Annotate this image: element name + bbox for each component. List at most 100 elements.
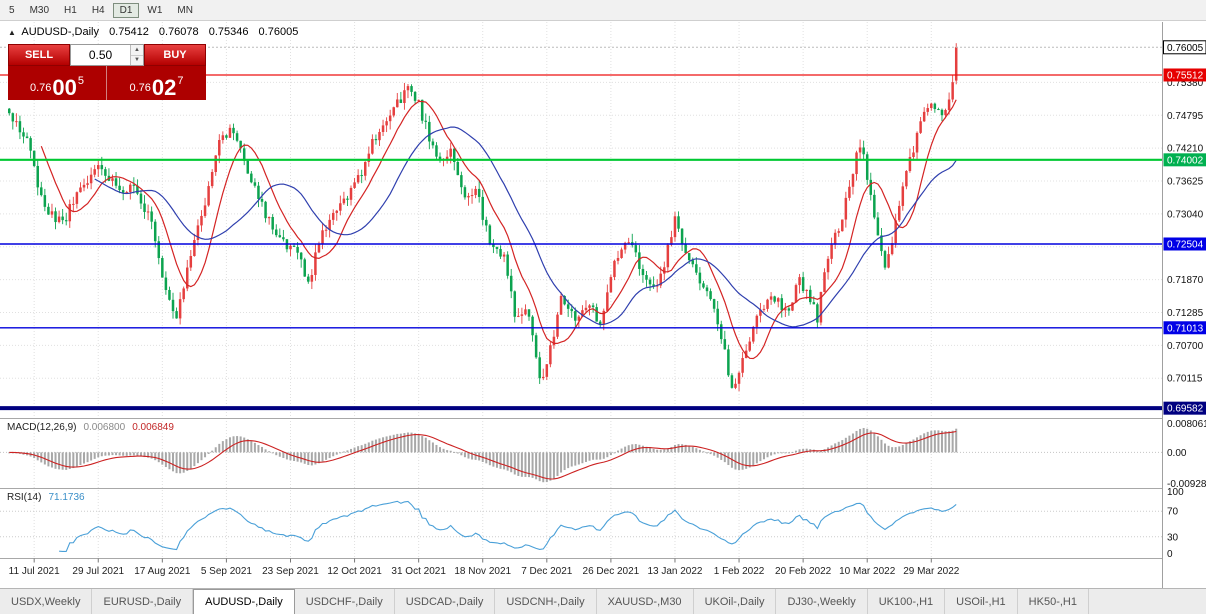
price-axis-label: 0.73040 (1167, 209, 1204, 220)
timeframe-w1[interactable]: W1 (147, 4, 163, 16)
date-label: 18 Nov 2021 (454, 566, 511, 577)
moving-averages (40, 99, 957, 360)
volume-down-icon[interactable]: ▼ (131, 55, 143, 65)
price-badge (1163, 321, 1206, 335)
ask-pip-digit: 7 (177, 75, 184, 87)
timeframe-h1[interactable]: H1 (64, 4, 77, 16)
price-axis-label: 0.71870 (1167, 275, 1204, 286)
tab-usdcnh--daily[interactable]: USDCNH-,Daily (495, 589, 597, 614)
ohlc-high: 0.76078 (158, 26, 199, 38)
svg-text:0: 0 (1167, 549, 1173, 560)
macd-name: MACD(12,26,9) (7, 422, 77, 433)
svg-text:70: 70 (1167, 507, 1179, 518)
timeframe-mn[interactable]: MN (177, 4, 193, 16)
ohlc-low: 0.75346 (208, 26, 249, 38)
date-label: 7 Dec 2021 (521, 566, 573, 577)
date-label: 20 Feb 2022 (775, 566, 832, 577)
date-label: 17 Aug 2021 (134, 566, 191, 577)
macd-signal-value: 0.006849 (132, 422, 174, 433)
volume-value[interactable]: 0.50 (88, 48, 113, 62)
rsi-name: RSI(14) (7, 492, 42, 503)
svg-text:0.008061: 0.008061 (1167, 419, 1206, 430)
tab-usdchf--daily[interactable]: USDCHF-,Daily (295, 589, 395, 614)
timeframe-toolbar: 5 M30 H1 H4 D1 W1 MN (0, 0, 1206, 21)
date-label: 10 Mar 2022 (839, 566, 896, 577)
date-label: 29 Mar 2022 (903, 566, 960, 577)
bid-pip-digit: 5 (77, 75, 85, 87)
ask-big-digits: 02 (151, 75, 177, 101)
macd-indicator-label: MACD(12,26,9) 0.006800 0.006849 (7, 422, 174, 433)
bid-ask-display: 0.76 00 5 0.76 02 7 (8, 66, 206, 100)
price-axis-label: 0.70115 (1167, 374, 1203, 385)
price-axis[interactable]: 0.753800.747950.742100.736250.730400.724… (1163, 40, 1206, 415)
buy-button[interactable]: BUY (144, 44, 206, 66)
timeframe-5[interactable]: 5 (9, 4, 15, 16)
tab-uk100--h1[interactable]: UK100-,H1 (868, 589, 946, 614)
date-label: 23 Sep 2021 (262, 566, 319, 577)
sell-button[interactable]: SELL (8, 44, 70, 66)
trade-buttons-row: SELL 0.50 ▲ ▼ BUY (8, 44, 206, 66)
date-label: 1 Feb 2022 (714, 566, 765, 577)
price-badge-label: 0.72504 (1167, 239, 1204, 250)
volume-up-icon[interactable]: ▲ (131, 45, 143, 56)
tab-usdx-weekly[interactable]: USDX,Weekly (0, 589, 93, 614)
bid-price[interactable]: 0.76 00 5 (8, 66, 107, 100)
chart-tabs-bar: USDX,Weekly EURUSD-,Daily AUDUSD-,Daily USD… (0, 588, 1206, 614)
price-axis-label: 0.74210 (1167, 144, 1204, 155)
tab-dj30--weekly[interactable]: DJ30-,Weekly (776, 589, 868, 614)
bid-big-digits: 00 (52, 75, 77, 101)
tab-hk50--h1[interactable]: HK50-,H1 (1018, 589, 1089, 614)
volume-input[interactable]: 0.50 ▲ ▼ (70, 44, 144, 66)
price-badge-label: 0.69582 (1167, 404, 1204, 415)
macd-value: 0.006800 (83, 422, 126, 433)
ask-prefix: 0.76 (129, 82, 151, 94)
ask-price[interactable]: 0.76 02 7 (107, 66, 206, 100)
rsi-pane (0, 500, 1162, 552)
price-axis-label: 0.73625 (1167, 177, 1204, 188)
rsi-value: 71.1736 (48, 492, 85, 503)
price-badge (1163, 153, 1206, 167)
svg-text:-0.00928: -0.00928 (1167, 479, 1206, 490)
price-badge (1163, 68, 1206, 82)
macd-pane (0, 427, 1162, 483)
price-axis-label: 0.75380 (1167, 78, 1204, 89)
price-badge-label: 0.75512 (1167, 70, 1204, 81)
symbol-title: AUDUSD-,Daily (21, 26, 99, 38)
price-axis-label: 0.74795 (1167, 111, 1204, 122)
chart-ohlc-line: ▲ AUDUSD-,Daily 0.75412 0.76078 0.75346 … (8, 26, 298, 38)
ohlc-open: 0.75412 (109, 26, 149, 38)
date-label: 31 Oct 2021 (391, 566, 446, 577)
date-label: 11 Jul 2021 (9, 566, 60, 577)
timeframe-m30[interactable]: M30 (29, 4, 50, 16)
collapse-panel-icon[interactable]: ▲ (8, 28, 16, 37)
tab-eurusd--daily[interactable]: EURUSD-,Daily (92, 589, 194, 614)
price-badge (1163, 237, 1206, 251)
tab-audusd--daily[interactable]: AUDUSD-,Daily (193, 589, 295, 614)
svg-text:0.00: 0.00 (1167, 448, 1187, 459)
price-badge (1163, 40, 1206, 55)
date-label: 26 Dec 2021 (583, 566, 640, 577)
volume-stepper: ▲ ▼ (130, 45, 143, 65)
tab-usoil--h1[interactable]: USOil-,H1 (945, 589, 1018, 614)
price-badge-label: 0.71013 (1167, 323, 1204, 334)
price-badge (1163, 401, 1206, 415)
bid-prefix: 0.76 (29, 82, 52, 94)
tab-usdcad--daily[interactable]: USDCAD-,Daily (395, 589, 496, 614)
price-badge-label: 0.74002 (1167, 155, 1204, 166)
pane-separators (0, 22, 1206, 588)
tab-ukoil--daily[interactable]: UKOil-,Daily (694, 589, 777, 614)
one-click-trading-panel: SELL 0.50 ▲ ▼ BUY 0.76 00 5 0.76 02 7 (8, 44, 206, 100)
svg-text:100: 100 (1167, 487, 1184, 498)
price-badge-label: 0.76005 (1167, 43, 1204, 54)
price-axis-label: 0.71285 (1167, 308, 1204, 319)
timeframe-h4[interactable]: H4 (91, 4, 105, 16)
ohlc-close: 0.76005 (258, 26, 299, 38)
date-label: 5 Sep 2021 (201, 566, 253, 577)
date-axis[interactable]: 11 Jul 2021 29 Jul 2021 17 Aug 2021 5 Sep 2… (9, 558, 960, 578)
timeframe-d1[interactable]: D1 (112, 2, 140, 18)
price-axis-label: 0.70700 (1167, 341, 1204, 352)
tab-xauusd--m30[interactable]: XAUUSD-,M30 (597, 589, 694, 614)
